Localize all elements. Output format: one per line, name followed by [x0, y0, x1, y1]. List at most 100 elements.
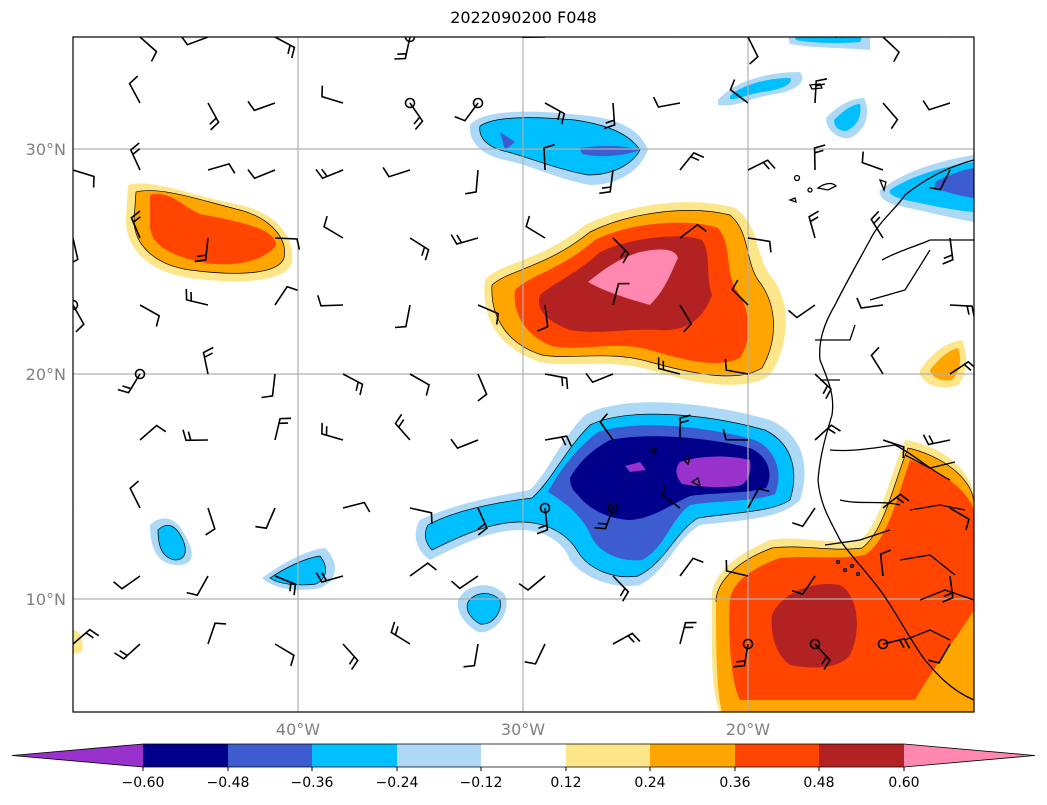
wind-barb — [922, 100, 951, 111]
wind-barb — [814, 78, 828, 104]
coastlines — [648, 83, 974, 701]
wind-barb — [463, 643, 479, 668]
wind-barb — [274, 37, 296, 59]
map-title: 2022090200 F048 — [450, 8, 597, 27]
wind-barb — [791, 575, 816, 596]
colorbar-swatch — [143, 744, 228, 767]
wind-barb — [729, 79, 749, 104]
wind-barb — [679, 414, 691, 441]
wind-barb — [747, 487, 770, 509]
wind-barb — [928, 643, 951, 664]
colorbar-tick-label: −0.24 — [376, 775, 419, 791]
wind-barb — [73, 506, 74, 508]
colorbar-tick-label: 0.36 — [719, 775, 750, 791]
wind-barb — [202, 346, 214, 375]
wind-barb — [882, 439, 905, 459]
graticule — [73, 37, 974, 712]
wind-barb — [882, 637, 911, 649]
wind-barb — [856, 297, 884, 309]
wind-barb — [394, 304, 411, 329]
colorbar: −0.60 −0.48 −0.36 −0.24 −0.12 0.12 0.24 0.36 0.4… — [11, 743, 1036, 791]
wind-barb — [274, 643, 295, 667]
wind-barb — [274, 285, 298, 306]
wind-barb — [73, 628, 100, 645]
wind-barb — [677, 37, 680, 38]
wind-barb — [808, 210, 820, 239]
wind-barb — [612, 575, 630, 602]
wind-barb — [409, 373, 431, 396]
colorbar-swatch — [312, 744, 397, 767]
wind-barb — [870, 210, 884, 239]
wind-barb — [73, 103, 74, 104]
colorbar-swatch — [819, 744, 904, 767]
wind-barb — [207, 162, 236, 174]
wind-barb — [73, 576, 74, 577]
wind-barb — [599, 413, 614, 441]
wind-barb — [679, 304, 693, 333]
wind-barb — [207, 102, 220, 131]
wind-barb — [450, 438, 479, 450]
wind-barb — [544, 435, 573, 447]
colorbar-tick-label: −0.48 — [207, 775, 250, 791]
wind-barb — [409, 507, 433, 524]
lon-label-20w: 20°W — [726, 720, 770, 739]
wind-barb — [182, 429, 209, 442]
wind-barb — [180, 37, 209, 46]
wind-barb — [544, 102, 566, 125]
wind-barb — [679, 151, 705, 171]
wind-barb — [679, 621, 697, 645]
wind-barb — [382, 166, 411, 178]
wind-barb — [450, 575, 479, 590]
colorbar-tick-label: 0.12 — [550, 775, 581, 791]
lat-label-10n: 10°N — [26, 590, 66, 609]
colorbar-tick-label: −0.60 — [122, 775, 165, 791]
wind-barb — [870, 346, 884, 375]
wind-barb — [409, 562, 437, 577]
wind-barb — [813, 144, 826, 171]
wind-barb — [882, 37, 900, 63]
lat-label-30n: 30°N — [26, 140, 66, 159]
colorbar-swatch — [566, 744, 650, 767]
wind-barbs — [73, 37, 974, 671]
wind-barb — [261, 373, 276, 399]
wind-barb — [477, 373, 488, 402]
colorbar-extend-high — [904, 744, 1035, 767]
wind-barb — [661, 484, 681, 509]
wind-barb — [942, 575, 954, 603]
colorbar-swatch — [397, 744, 481, 767]
wind-barb — [522, 37, 546, 39]
wind-barb — [139, 37, 158, 62]
wind-barb — [73, 304, 85, 333]
calm-markers — [73, 37, 889, 650]
wind-barb — [599, 169, 614, 195]
wind-barb — [274, 417, 292, 441]
wind-barb — [321, 85, 344, 104]
wind-barb — [454, 102, 479, 122]
wind-barb — [725, 559, 749, 577]
wind-barb — [247, 100, 276, 112]
wind-barb — [814, 643, 831, 670]
wind-barb — [747, 37, 759, 65]
wind-barb — [128, 75, 141, 104]
wind-barb — [679, 223, 707, 239]
wind-barb — [731, 279, 749, 306]
wind-barb — [394, 413, 411, 441]
colorbar-swatch — [228, 744, 312, 767]
wind-barb — [342, 373, 364, 396]
wind-barb — [315, 572, 344, 583]
wind-barb — [409, 237, 430, 261]
wind-barb — [524, 643, 546, 665]
wind-barb — [861, 151, 884, 171]
wind-barb — [394, 37, 411, 60]
wind-barb — [612, 237, 630, 264]
wind-barb — [922, 434, 951, 446]
colorbar-tick-label: 0.24 — [634, 775, 665, 791]
colorbar-tick-label: −0.12 — [460, 775, 503, 791]
colorbar-swatch — [650, 744, 735, 767]
wind-barb — [792, 507, 816, 528]
wind-barb — [942, 237, 954, 265]
wind-barb — [536, 507, 549, 535]
colorbar-extend-low — [12, 744, 143, 767]
wind-barb — [603, 102, 616, 130]
